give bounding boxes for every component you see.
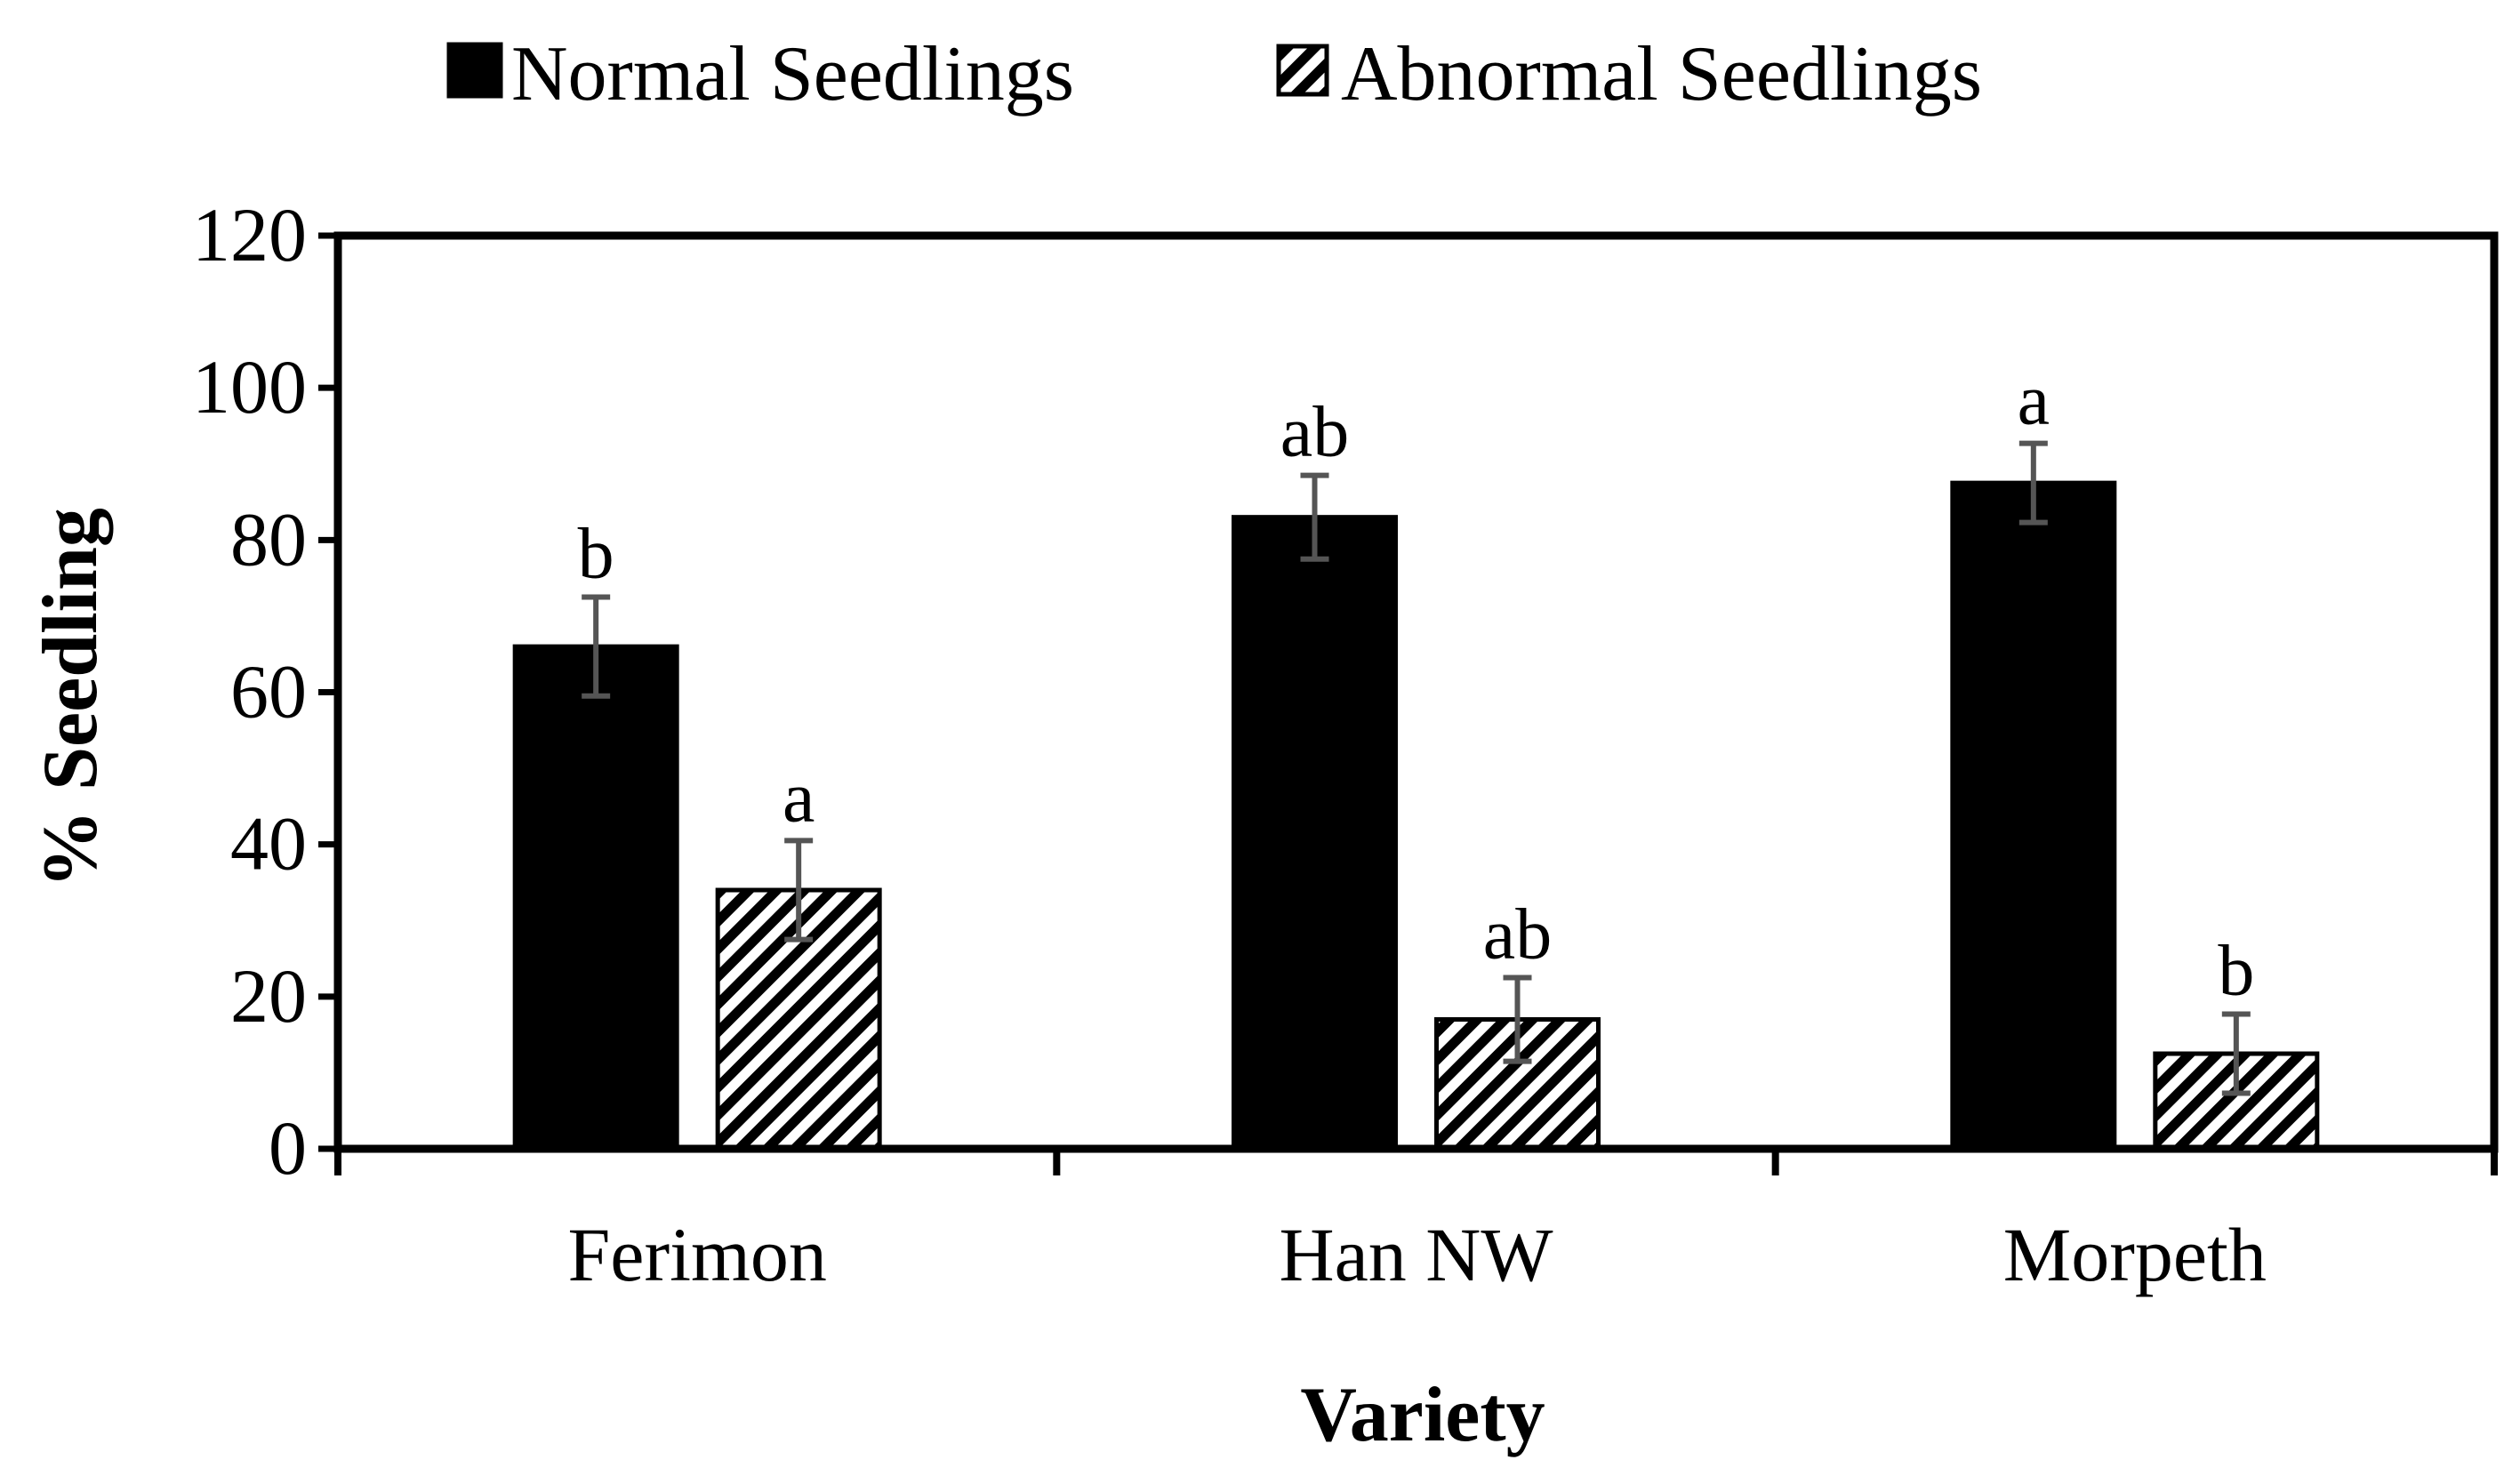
significance-label: a [2018, 359, 2050, 440]
y-tick-label: 40 [230, 801, 307, 886]
x-category-label: Ferimon [567, 1212, 826, 1297]
significance-label: ab [1483, 893, 1552, 974]
y-tick-label: 20 [230, 953, 307, 1039]
plot-border [333, 231, 2499, 1153]
y-tick-label: 60 [230, 649, 307, 734]
significance-label: a [782, 756, 815, 837]
bar-normal [512, 644, 679, 1151]
y-axis-ticks: 0 20 40 60 80 100 120 [192, 192, 338, 1191]
y-axis-title: % Seedling [28, 508, 114, 888]
significance-label: b [2218, 930, 2254, 1011]
y-tick-label: 80 [230, 496, 307, 582]
x-axis-title: Variety [1300, 1372, 1545, 1458]
legend-label-normal: Normal Seedlings [511, 31, 1074, 117]
x-category-label: Morpeth [2003, 1212, 2267, 1297]
legend: Normal Seedlings Abnormal Seedlings [446, 31, 1982, 117]
legend-swatch-normal [446, 42, 503, 99]
significance-label: ab [1280, 391, 1349, 472]
significance-label: b [578, 513, 614, 594]
x-category-label: Han NW [1279, 1212, 1553, 1297]
y-tick-label: 100 [192, 344, 307, 429]
bar-normal [1950, 480, 2117, 1151]
plot-frame [333, 231, 2499, 1175]
category-labels: Ferimon Han NW Morpeth [567, 1212, 2266, 1297]
y-tick-label: 0 [269, 1105, 307, 1191]
y-tick-label: 120 [192, 192, 307, 277]
legend-label-abnormal: Abnormal Seedlings [1341, 31, 1982, 117]
legend-swatch-abnormal [1276, 44, 1329, 97]
bar-normal [1232, 515, 1398, 1151]
